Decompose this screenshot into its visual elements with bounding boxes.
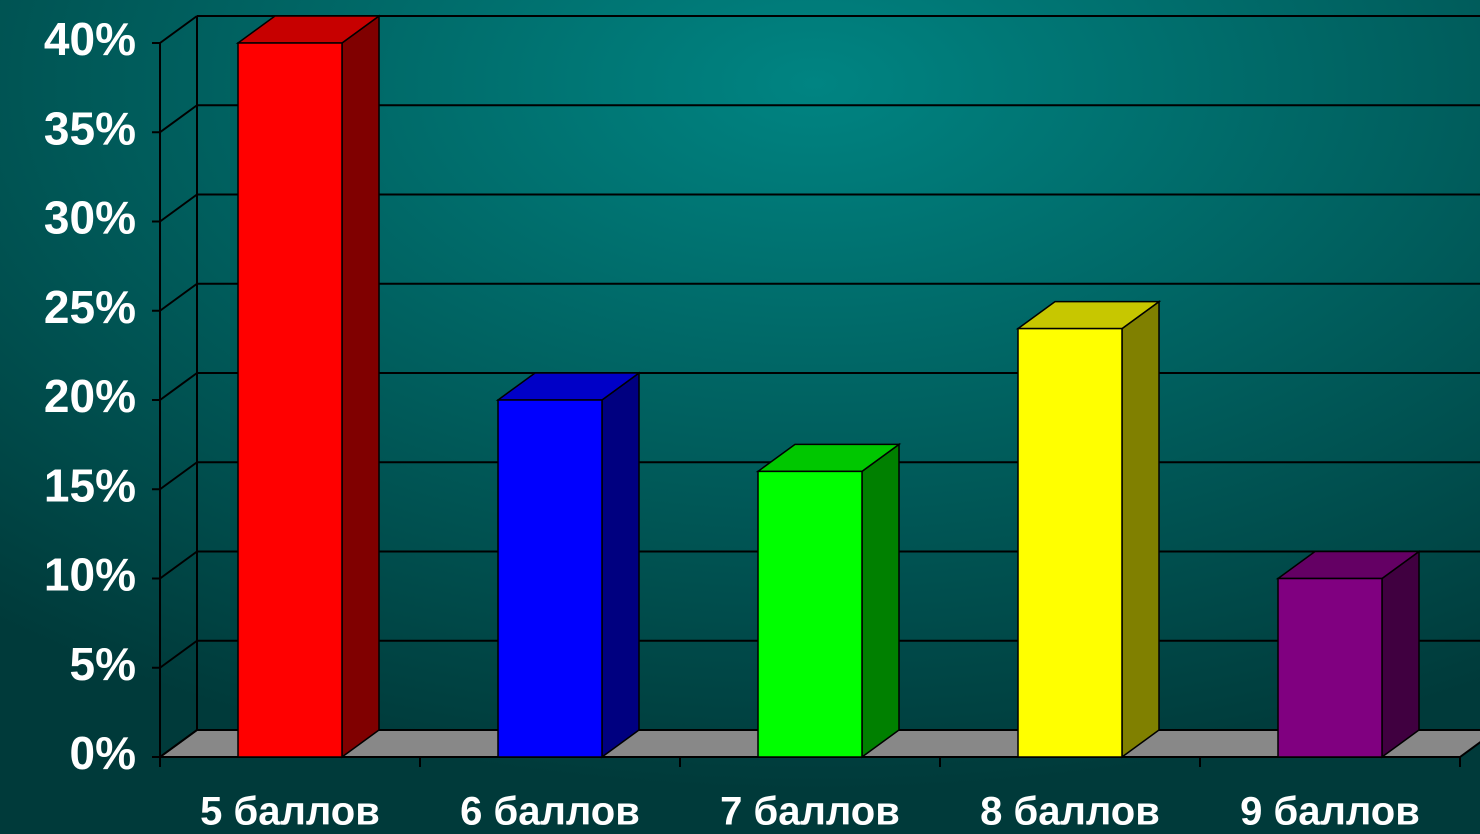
side-grid-line [159, 193, 198, 223]
x-tick-label: 8 баллов [980, 790, 1160, 834]
side-grid-line [159, 15, 198, 44]
y-tick-label: 10% [44, 549, 136, 601]
bar [1277, 577, 1383, 758]
bar-side [1381, 550, 1420, 759]
y-tick-label: 25% [44, 281, 136, 333]
y-tick-label: 40% [44, 13, 136, 65]
side-grid-line [159, 372, 198, 401]
side-grid-line [159, 282, 198, 312]
y-tick-label: 20% [44, 370, 136, 422]
bar [237, 42, 343, 758]
bar-side [341, 14, 380, 759]
bar-side [601, 371, 640, 759]
y-tick-label: 30% [44, 192, 136, 244]
x-tick-label: 6 баллов [460, 790, 640, 834]
x-tick-label: 7 баллов [720, 790, 900, 834]
side-grid-line [159, 104, 198, 134]
bar [1017, 327, 1123, 758]
side-grid-line [159, 639, 198, 669]
side-grid-line [159, 729, 198, 758]
bar [757, 470, 863, 758]
bar-side [861, 442, 900, 759]
bar-side [1121, 300, 1160, 759]
y-tick-label: 0% [70, 727, 136, 779]
y-tick-label: 15% [44, 459, 136, 511]
side-grid-line [159, 550, 198, 580]
x-tick-label: 9 баллов [1240, 790, 1420, 834]
y-tick-label: 35% [44, 102, 136, 154]
side-grid-line [159, 461, 198, 491]
bar [497, 399, 603, 758]
y-tick-label: 5% [70, 638, 136, 690]
x-tick-label: 5 баллов [200, 790, 380, 834]
